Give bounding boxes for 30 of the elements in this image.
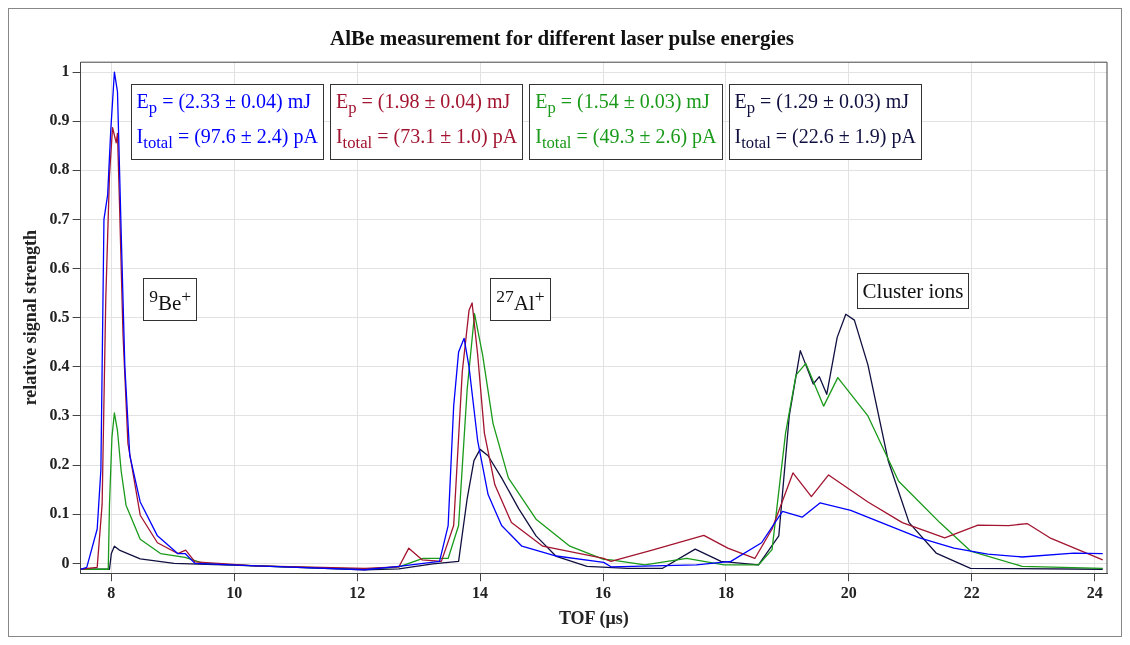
x-tick-label: 10 — [226, 583, 243, 601]
y-tick-label: 0.6 — [49, 258, 70, 276]
text: E$_{p}$ = (1.98 ± 0.04) mJ I$_{total}$ = (73.1 ± 1.0) pA — [335, 89, 518, 155]
annotation: $^{9}$Be$^{+}$ — [143, 278, 198, 322]
text: E$_{p}$ = (1.54 ± 0.03) mJ I$_{total}$ = (49.3 ± 2.6) pA — [535, 89, 717, 155]
y-tick-label: 0.3 — [49, 406, 70, 424]
y-axis-title: relative signal strength — [20, 230, 41, 406]
x-tick-label: 8 — [107, 583, 116, 601]
text: E$_{p}$ = (1.29 ± 0.03) mJ I$_{total}$ = (22.6 ± 1.9) pA — [734, 89, 916, 155]
y-tick-label: 0.5 — [49, 307, 70, 325]
x-tick-label: 16 — [595, 583, 612, 601]
y-tick-label: 0.9 — [49, 111, 70, 129]
x-tick-label: 20 — [840, 583, 857, 601]
x-tick-label: 24 — [1086, 583, 1103, 601]
x-tick-label: 18 — [717, 583, 734, 601]
y-tick-label: 0.4 — [49, 356, 70, 374]
x-tick-label: 14 — [472, 583, 489, 601]
x-tick-label: 22 — [963, 583, 980, 601]
series-label: E$_{p}$ = (2.33 ± 0.04) mJ I$_{total}$ = (97.6 ± 2.4) pA — [136, 89, 318, 155]
y-tick-label: 0.2 — [49, 455, 70, 473]
x-tick-label: 12 — [349, 583, 366, 601]
x-axis-title: TOF (μs) — [558, 607, 629, 629]
y-tick-label: 0.8 — [49, 160, 70, 178]
y-tick-label: 0 — [61, 553, 70, 571]
y-tick-label: 0.1 — [49, 504, 70, 522]
annotation: Cluster ions — [856, 273, 970, 310]
annotation: $^{27}$Al$^{+}$ — [490, 278, 551, 322]
chart-title: AlBe measurement for different laser pulse energies — [330, 26, 794, 51]
y-tick-label: 1 — [61, 62, 70, 80]
y-tick-label: 0.7 — [49, 209, 70, 227]
